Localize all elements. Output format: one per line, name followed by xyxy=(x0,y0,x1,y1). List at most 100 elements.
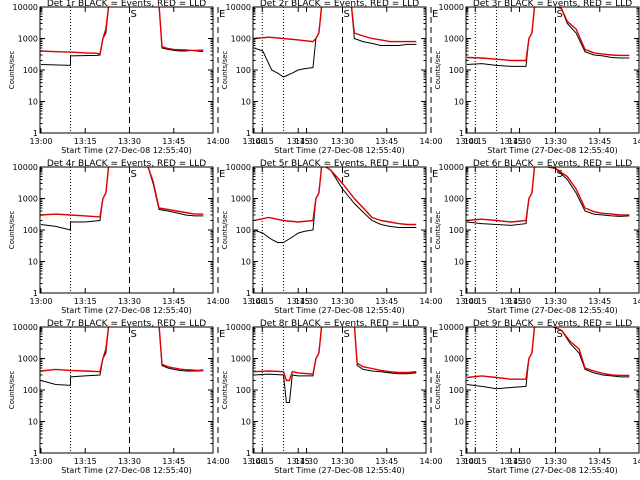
y-tick-label: 100 xyxy=(449,226,464,235)
y-axis-label: Counts/sec xyxy=(8,371,16,410)
y-tick-label: 10000 xyxy=(226,323,251,332)
x-tick-label: 14:00 xyxy=(419,297,442,306)
panel-title: Det 5r BLACK = Events, RED = LLD xyxy=(260,159,419,169)
x-tick-label: 13:00 xyxy=(455,297,478,306)
x-tick-label: 13:30 xyxy=(118,457,141,466)
panel-frame xyxy=(465,326,640,454)
x-axis-label: Start Time (27-Dec-08 12:55:40) xyxy=(274,306,405,315)
marker-e: E xyxy=(432,169,438,180)
y-axis-label: Counts/sec xyxy=(221,51,229,90)
panel-title: Det 6r BLACK = Events, RED = LLD xyxy=(473,159,632,169)
panel-frame xyxy=(465,6,640,134)
x-axis-label: Start Time (27-Dec-08 12:55:40) xyxy=(274,466,405,475)
x-tick-label: 14:15 xyxy=(464,137,487,146)
x-tick-label: 13:30 xyxy=(331,137,354,146)
x-tick-label: 13:45 xyxy=(162,137,185,146)
x-tick-label: 14:15 xyxy=(464,457,487,466)
panel-frame xyxy=(39,326,214,454)
y-tick-label: 10 xyxy=(241,418,251,427)
y-tick-label: 10000 xyxy=(13,323,38,332)
x-tick-label: 13:30 xyxy=(331,297,354,306)
x-tick-label: 14:30 xyxy=(295,297,318,306)
series-events xyxy=(253,7,417,78)
x-axis-label: Start Time (27-Dec-08 12:55:40) xyxy=(487,306,618,315)
y-tick-label: 100 xyxy=(236,66,251,75)
x-tick-label: 13:15 xyxy=(74,297,97,306)
x-tick-label: 13:15 xyxy=(500,137,523,146)
marker-e: E xyxy=(219,169,225,180)
y-tick-label: 100 xyxy=(236,386,251,395)
panel-title: Det 7r BLACK = Events, RED = LLD xyxy=(47,319,206,329)
y-tick-label: 1 xyxy=(33,289,38,298)
x-tick-label: 13:30 xyxy=(331,457,354,466)
x-tick-label: 13:30 xyxy=(118,137,141,146)
y-axis-label: Counts/sec xyxy=(434,371,442,410)
y-axis-label: Counts/sec xyxy=(434,51,442,90)
y-tick-label: 1 xyxy=(459,129,464,138)
marker-e: E xyxy=(219,9,225,20)
y-tick-label: 10000 xyxy=(13,163,38,172)
x-tick-label: 14:15 xyxy=(251,297,274,306)
series-lld xyxy=(466,7,630,62)
panel-title: Det 4r BLACK = Events, RED = LLD xyxy=(47,159,206,169)
y-axis-label: Counts/sec xyxy=(434,211,442,250)
y-tick-label: 1 xyxy=(246,449,251,458)
x-tick-label: 14:15 xyxy=(464,297,487,306)
x-axis-label: Start Time (27-Dec-08 12:55:40) xyxy=(61,306,192,315)
x-tick-label: 14:30 xyxy=(508,457,531,466)
series-events xyxy=(40,167,204,231)
x-tick-label: 14:30 xyxy=(295,137,318,146)
y-tick-label: 10000 xyxy=(439,3,464,12)
y-tick-label: 10000 xyxy=(13,3,38,12)
marker-e: E xyxy=(432,9,438,20)
y-tick-label: 10 xyxy=(454,258,464,267)
series-events xyxy=(466,167,630,226)
x-axis-label: Start Time (27-Dec-08 12:55:40) xyxy=(487,466,618,475)
series-group xyxy=(466,7,630,67)
x-tick-label: 13:45 xyxy=(162,297,185,306)
y-tick-label: 10000 xyxy=(226,163,251,172)
y-tick-label: 10 xyxy=(28,98,38,107)
x-tick-label: 13:30 xyxy=(544,297,567,306)
series-lld xyxy=(40,167,204,218)
x-tick-label: 13:30 xyxy=(544,457,567,466)
y-tick-label: 1000 xyxy=(231,35,251,44)
series-events xyxy=(466,7,630,67)
marker-s: S xyxy=(343,329,349,340)
marker-e: E xyxy=(432,329,438,340)
series-lld xyxy=(466,167,630,223)
panel-frame xyxy=(39,166,214,294)
x-tick-label: 13:15 xyxy=(500,297,523,306)
marker-s: S xyxy=(343,9,349,20)
series-events xyxy=(466,327,630,390)
series-lld xyxy=(253,167,417,226)
x-axis-label: Start Time (27-Dec-08 12:55:40) xyxy=(61,146,192,155)
series-group xyxy=(466,167,630,226)
y-tick-label: 1000 xyxy=(18,355,38,364)
y-tick-label: 10 xyxy=(28,258,38,267)
y-tick-label: 1000 xyxy=(231,355,251,364)
panel-frame xyxy=(252,326,427,454)
x-tick-label: 14:00 xyxy=(419,137,442,146)
series-lld xyxy=(466,327,630,380)
y-tick-label: 1 xyxy=(246,129,251,138)
x-tick-label: 13:15 xyxy=(287,297,310,306)
x-tick-label: 13:30 xyxy=(118,297,141,306)
y-tick-label: 100 xyxy=(449,386,464,395)
panel-title: Det 9r BLACK = Events, RED = LLD xyxy=(473,319,632,329)
y-tick-label: 1 xyxy=(246,289,251,298)
x-tick-label: 14:00 xyxy=(419,457,442,466)
series-group xyxy=(253,327,417,403)
x-tick-label: 14:00 xyxy=(206,137,229,146)
y-tick-label: 100 xyxy=(449,66,464,75)
series-lld xyxy=(40,327,204,373)
marker-s: S xyxy=(130,9,136,20)
x-tick-label: 14:15 xyxy=(251,457,274,466)
series-events xyxy=(40,7,204,66)
y-tick-label: 1 xyxy=(459,289,464,298)
y-tick-label: 10 xyxy=(454,418,464,427)
y-tick-label: 100 xyxy=(236,226,251,235)
x-tick-label: 13:45 xyxy=(588,457,611,466)
